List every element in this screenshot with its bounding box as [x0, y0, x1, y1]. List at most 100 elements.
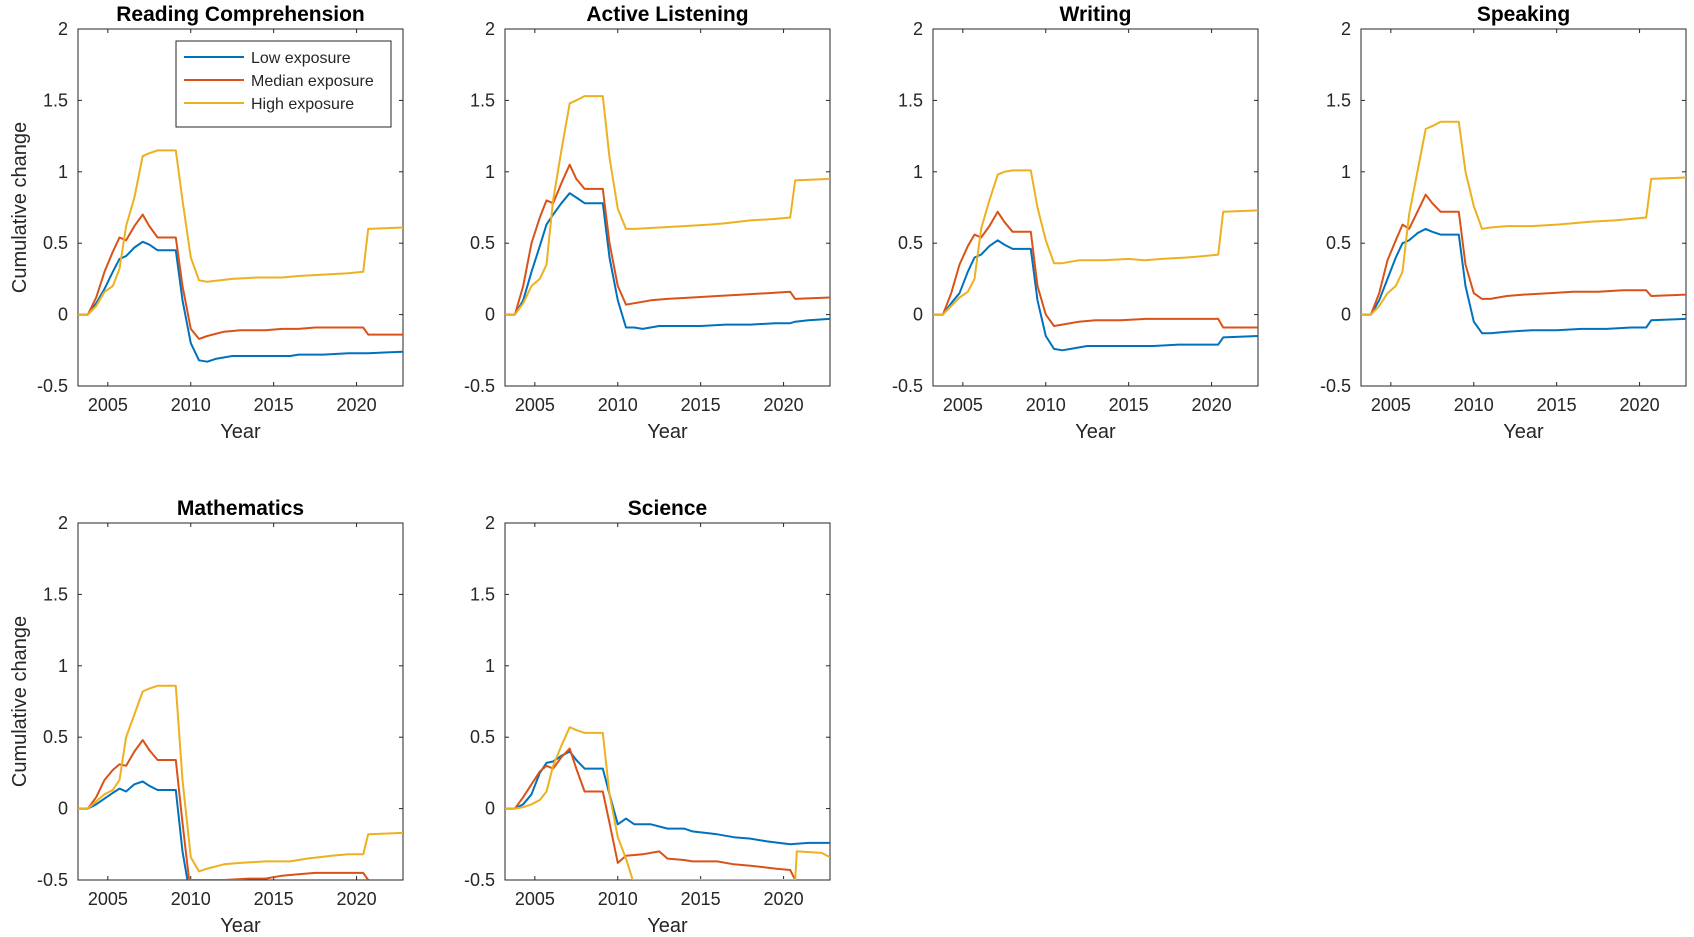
y-tick-label: 0: [913, 305, 923, 325]
x-tick-label: 2005: [515, 889, 555, 909]
x-tick-label: 2020: [1620, 395, 1660, 415]
x-tick-label: 2005: [1371, 395, 1411, 415]
y-tick-label: 2: [485, 19, 495, 39]
y-tick-label: 0.5: [1326, 233, 1351, 253]
series-group: [78, 684, 403, 880]
y-tick-label: 1.5: [43, 584, 68, 604]
chart-title: Reading Comprehension: [116, 3, 365, 26]
series-line-median-exposure: [1361, 193, 1686, 316]
y-tick-label: 1.5: [470, 90, 495, 110]
series-line-median-exposure: [505, 163, 830, 316]
x-tick-label: 2015: [1537, 395, 1577, 415]
x-tick-label: 2005: [88, 889, 128, 909]
y-tick-label: 1: [485, 162, 495, 182]
series-line-high-exposure: [505, 726, 830, 880]
series-group: [505, 726, 830, 880]
x-tick-label: 2015: [681, 889, 721, 909]
y-tick-label: 0.5: [898, 233, 923, 253]
x-tick-label: 2010: [171, 395, 211, 415]
legend-label: Median exposure: [251, 73, 374, 90]
series-line-low-exposure: [78, 780, 189, 880]
y-tick-label: 2: [58, 513, 68, 533]
chart-title: Active Listening: [586, 3, 748, 26]
x-axis-label: Year: [647, 421, 688, 443]
legend-label: High exposure: [251, 96, 354, 113]
chart-title: Science: [628, 497, 707, 520]
chart-title: Mathematics: [177, 497, 304, 520]
chart-title: Writing: [1060, 3, 1132, 26]
y-tick-label: 1.5: [470, 584, 495, 604]
y-tick-label: 0: [1341, 305, 1351, 325]
chart-panel: -0.5 0 0.5 1 1.5 2 2005 2010 2015 2020 Writing Year: [892, 3, 1259, 443]
y-tick-label: 1: [485, 656, 495, 676]
x-axis-label: Year: [1503, 421, 1544, 443]
x-tick-label: 2010: [171, 889, 211, 909]
series-group: [933, 169, 1258, 352]
x-tick-label: 2015: [254, 395, 294, 415]
series-line-high-exposure: [505, 95, 830, 316]
series-group: [505, 95, 830, 330]
y-tick-label: 0.5: [43, 727, 68, 747]
y-tick-label: 1: [913, 162, 923, 182]
x-tick-label: 2010: [1026, 395, 1066, 415]
x-axis-label: Year: [220, 915, 261, 937]
series-line-low-exposure: [505, 192, 830, 330]
series-line-low-exposure: [1361, 227, 1686, 335]
series-line-high-exposure: [78, 684, 403, 873]
series-line-median-exposure: [505, 747, 797, 880]
y-tick-label: 2: [1341, 19, 1351, 39]
series-line-high-exposure: [933, 169, 1258, 316]
series-line-median-exposure: [78, 739, 370, 880]
y-tick-label: 0.5: [470, 727, 495, 747]
series-line-high-exposure: [1361, 120, 1686, 316]
y-tick-label: 1: [58, 162, 68, 182]
y-tick-label: -0.5: [464, 870, 495, 890]
y-tick-label: 0: [58, 799, 68, 819]
x-tick-label: 2005: [88, 395, 128, 415]
x-tick-label: 2010: [598, 889, 638, 909]
x-tick-label: 2020: [764, 395, 804, 415]
y-tick-label: 1: [58, 656, 68, 676]
legend-box: [175, 40, 392, 128]
x-tick-label: 2010: [1454, 395, 1494, 415]
series-line-median-exposure: [78, 213, 403, 340]
x-tick-label: 2015: [681, 395, 721, 415]
legend-label: Low exposure: [251, 50, 351, 67]
y-tick-label: 0.5: [470, 233, 495, 253]
series-line-low-exposure: [78, 240, 403, 363]
y-tick-label: -0.5: [37, 376, 68, 396]
plot-area: [504, 522, 831, 881]
y-axis-label: Cumulative change: [9, 616, 31, 787]
chart-panel: -0.5 0 0.5 1 1.5 2 2005 2010 2015 2020 Science Year: [464, 497, 831, 937]
y-tick-label: -0.5: [892, 376, 923, 396]
series-line-median-exposure: [933, 210, 1258, 329]
x-axis-label: Year: [220, 421, 261, 443]
series-line-high-exposure: [78, 149, 403, 316]
plot-area: [932, 28, 1259, 387]
y-tick-label: 1.5: [1326, 90, 1351, 110]
y-tick-label: 0: [485, 799, 495, 819]
chart-panel: -0.5 0 0.5 1 1.5 2 2005 2010 2015 2020 Mathematics…: [9, 497, 404, 937]
y-tick-label: -0.5: [37, 870, 68, 890]
y-tick-label: 0.5: [43, 233, 68, 253]
series-group: [78, 149, 403, 363]
y-tick-label: 0: [58, 305, 68, 325]
y-tick-label: 1.5: [43, 90, 68, 110]
y-tick-label: 0: [485, 305, 495, 325]
x-tick-label: 2015: [254, 889, 294, 909]
x-tick-label: 2020: [337, 395, 377, 415]
x-tick-label: 2015: [1109, 395, 1149, 415]
x-tick-label: 2005: [515, 395, 555, 415]
chart-panel: -0.5 0 0.5 1 1.5 2 2005 2010 2015 2020 Speaking Yea…: [1320, 3, 1687, 443]
y-tick-label: 2: [913, 19, 923, 39]
y-tick-label: 2: [58, 19, 68, 39]
x-tick-label: 2020: [1192, 395, 1232, 415]
x-tick-label: 2010: [598, 395, 638, 415]
chart-panel: -0.5 0 0.5 1 1.5 2 2005 2010 2015 2020 Reading Com…: [9, 3, 404, 443]
x-tick-label: 2020: [764, 889, 804, 909]
x-axis-label: Year: [647, 915, 688, 937]
plot-area: [504, 28, 831, 387]
y-tick-label: 1: [1341, 162, 1351, 182]
y-axis-label: Cumulative change: [9, 122, 31, 293]
